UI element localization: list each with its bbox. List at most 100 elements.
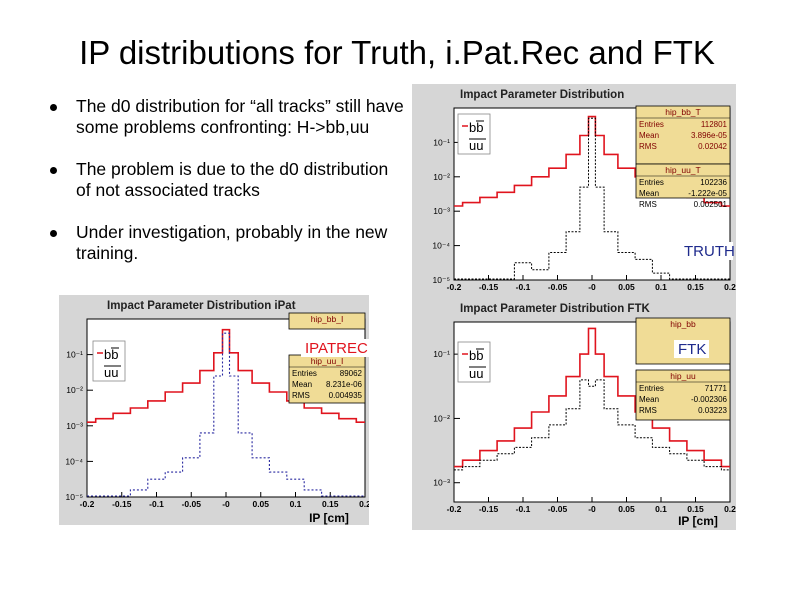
stats-value: 112801	[701, 120, 728, 129]
x-tick-label: -0.05	[548, 504, 568, 514]
stats-box	[635, 369, 731, 421]
y-tick-label: 10⁻¹	[433, 349, 450, 359]
x-tick-label: -0	[222, 499, 230, 509]
x-tick-label: -0.15	[479, 504, 499, 514]
chart-svg: Impact Parameter Distribution -0.2 -0.15 -0…	[412, 84, 736, 302]
bullet-item: The problem is due to the d0 distributio…	[50, 159, 405, 201]
bullet-dot-icon	[50, 104, 57, 111]
x-tick-label: -0.2	[80, 499, 95, 509]
dataset-tag-label: FTK	[678, 341, 706, 358]
y-tick-label: 10⁻⁵	[66, 492, 83, 502]
stats-key: Mean	[292, 380, 312, 389]
series-hip_uu-line	[454, 379, 730, 471]
y-tick-label: 10⁻³	[66, 421, 83, 431]
legend-uu-label: uu	[104, 365, 118, 380]
x-tick-label: 0.05	[252, 499, 269, 509]
chart-svg: Impact Parameter Distribution iPat -0.2 -0…	[59, 295, 369, 525]
x-tick-label: -0.05	[548, 282, 568, 292]
stats-title: hip_bb_I	[311, 314, 344, 324]
chart-title: Impact Parameter Distribution FTK	[460, 303, 650, 315]
series-hip_uu_I-line	[87, 332, 365, 497]
stats-key: RMS	[639, 200, 657, 209]
x-tick-label: 0.1	[655, 282, 667, 292]
legend-box	[457, 113, 491, 155]
ftk-ip-chart: Impact Parameter Distribution FTK -0.2 -0.…	[412, 298, 736, 530]
stats-value: 3.896e-05	[691, 131, 728, 140]
series-hip_uu_T-line	[454, 117, 730, 280]
y-tick-label: 10⁻¹	[66, 350, 83, 360]
x-tick-label: -0.2	[447, 282, 462, 292]
y-tick-label: 10⁻³	[433, 478, 450, 488]
chart-title: Impact Parameter Distribution	[460, 89, 624, 101]
x-tick-label: 0.15	[687, 282, 704, 292]
x-tick-label: 0.2	[724, 282, 736, 292]
x-tick-label: 0.2	[724, 504, 736, 514]
x-tick-label: 0.15	[687, 504, 704, 514]
stats-key: Entries	[292, 369, 317, 378]
x-tick-label: -0.1	[516, 504, 531, 514]
stats-box	[635, 163, 731, 199]
y-tick-label: 10⁻²	[433, 172, 450, 182]
stats-value: 89062	[340, 369, 363, 378]
y-tick-label: 10⁻⁵	[433, 275, 450, 285]
stats-value: 71771	[705, 384, 728, 393]
y-tick-label: 10⁻²	[66, 385, 83, 395]
stats-key: Mean	[639, 395, 659, 404]
x-tick-label: -0.1	[149, 499, 164, 509]
stats-value: -1.222e-05	[688, 189, 727, 198]
x-tick-label: 0.1	[290, 499, 302, 509]
bullet-dot-icon	[50, 167, 57, 174]
stats-key: RMS	[639, 142, 657, 151]
stats-value: 0.004935	[329, 391, 363, 400]
stats-key: Entries	[639, 178, 664, 187]
dataset-tag-background	[674, 340, 709, 358]
series-hip_bb-line	[454, 327, 730, 468]
dataset-tag-background	[680, 242, 733, 260]
x-tick-label: 0.1	[655, 504, 667, 514]
bullet-text: Under investigation, probably in the new…	[76, 222, 388, 263]
stats-box	[635, 105, 731, 165]
stats-title: hip_uu_T	[665, 165, 700, 175]
legend-bb-label: bb	[469, 348, 483, 363]
stats-value: 102236	[700, 178, 727, 187]
dataset-tag-label: TRUTH	[684, 243, 735, 260]
x-axis-title: IP [cm]	[309, 511, 349, 525]
legend-box	[457, 341, 491, 383]
stats-key: Entries	[639, 120, 664, 129]
legend-bb-label: bb	[469, 120, 483, 135]
y-tick-label: 10⁻⁴	[65, 456, 83, 466]
truth-ip-chart: Impact Parameter Distribution -0.2 -0.15 -0…	[412, 84, 736, 302]
x-tick-label: -0.15	[479, 282, 499, 292]
x-tick-label: 0.05	[618, 504, 635, 514]
stats-value: 0.03223	[698, 406, 727, 415]
stats-title: hip_bb_T	[665, 107, 700, 117]
bullet-text: The d0 distribution for “all tracks” sti…	[76, 96, 404, 137]
x-axis-title: IP [cm]	[678, 514, 718, 528]
x-tick-label: -0.1	[516, 282, 531, 292]
stats-key: RMS	[292, 391, 310, 400]
x-tick-label: -0	[588, 504, 596, 514]
stats-box	[288, 354, 366, 404]
stats-value: -0.002306	[691, 395, 728, 404]
bullet-text: The problem is due to the d0 distributio…	[76, 159, 389, 200]
dataset-tag-background	[301, 339, 369, 357]
chart-svg: Impact Parameter Distribution FTK -0.2 -0.…	[412, 298, 736, 530]
y-tick-label: 10⁻³	[433, 206, 450, 216]
stats-value: 0.02042	[698, 142, 727, 151]
stats-key: RMS	[639, 406, 657, 415]
bullet-dot-icon	[50, 230, 57, 237]
stats-key: Entries	[639, 384, 664, 393]
ipatrec-ip-chart: Impact Parameter Distribution iPat -0.2 -0…	[59, 295, 369, 525]
stats-key: Mean	[639, 131, 659, 140]
chart-title: Impact Parameter Distribution iPat	[107, 300, 296, 312]
x-tick-label: 0.15	[322, 499, 339, 509]
y-tick-label: 10⁻²	[433, 413, 450, 423]
legend-uu-label: uu	[469, 138, 483, 153]
x-tick-label: -0	[588, 282, 596, 292]
slide-title: IP distributions for Truth, i.Pat.Rec an…	[79, 34, 715, 71]
stats-title: hip_uu_I	[311, 356, 344, 366]
legend-uu-label: uu	[469, 366, 483, 381]
y-tick-label: 10⁻⁴	[432, 241, 450, 251]
stats-value: 0.002501	[694, 200, 728, 209]
stats-box	[288, 312, 366, 330]
